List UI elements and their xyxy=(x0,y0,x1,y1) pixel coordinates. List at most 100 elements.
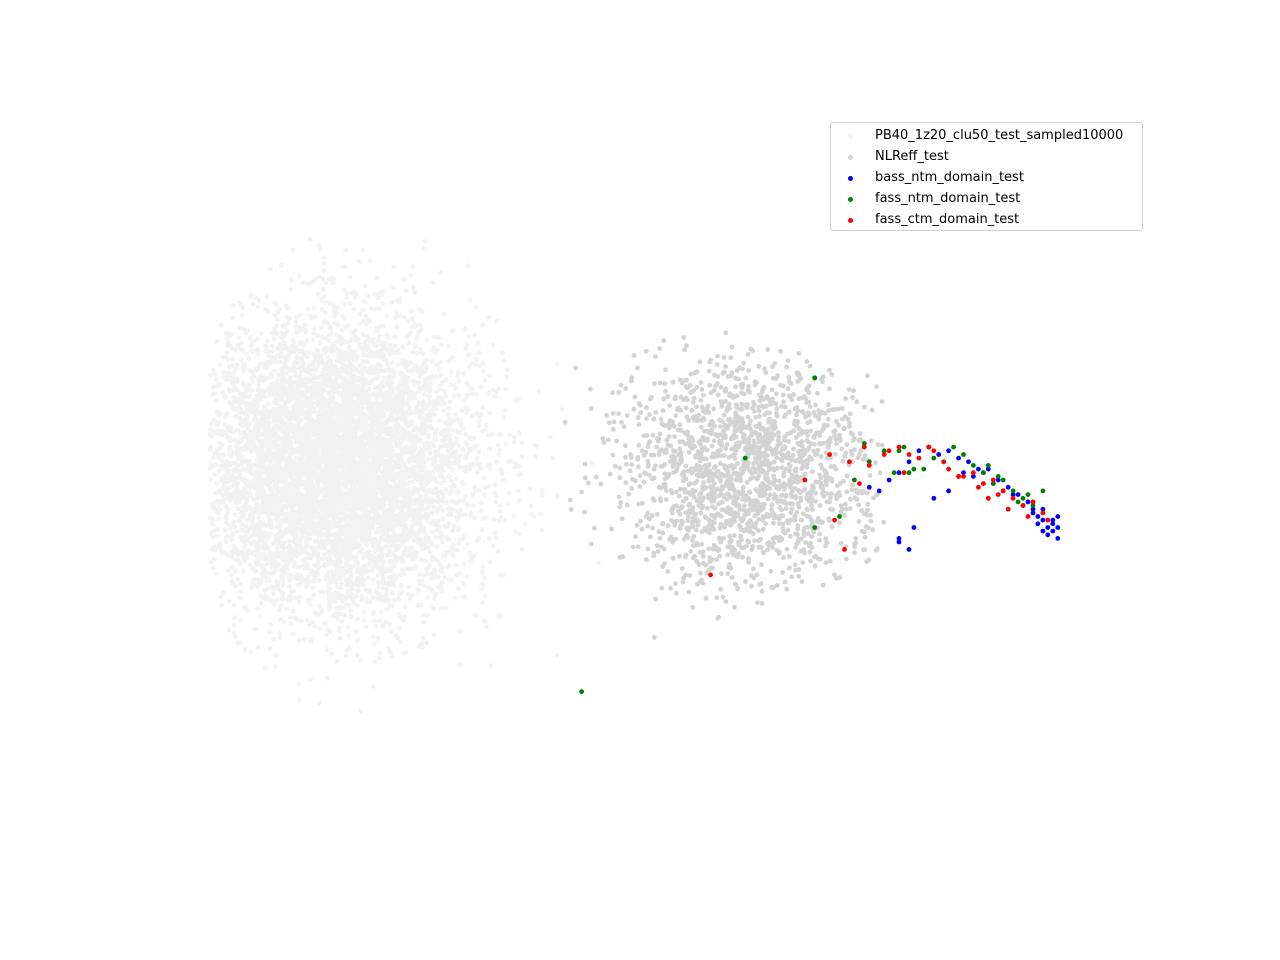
pb40-point xyxy=(230,565,235,570)
pb40-point xyxy=(404,468,410,473)
pb40-point xyxy=(449,468,455,473)
pb40-point xyxy=(322,319,327,325)
pb40-point xyxy=(310,585,315,590)
pb40-point xyxy=(357,321,362,327)
pb40-point xyxy=(217,362,223,368)
pb40-point xyxy=(273,331,279,337)
pb40-point xyxy=(272,568,278,573)
pb40-point xyxy=(420,612,426,618)
pb40-point xyxy=(346,576,351,582)
pb40-point xyxy=(418,327,424,333)
pb40-point xyxy=(497,613,502,619)
pb40-point xyxy=(596,560,601,565)
pb40-point xyxy=(323,577,329,582)
pb40-point xyxy=(441,407,447,413)
pb40-point xyxy=(336,520,342,526)
pb40-point xyxy=(555,493,560,499)
pb40-point xyxy=(487,373,492,379)
pb40-point xyxy=(312,405,317,411)
pb40-point xyxy=(428,521,434,527)
pb40-point xyxy=(293,366,298,371)
pb40-point xyxy=(236,506,241,512)
pb40-point xyxy=(217,507,223,512)
pb40-point xyxy=(262,394,268,400)
pb40-point xyxy=(321,261,327,266)
pb40-point xyxy=(445,343,451,349)
pb40-point xyxy=(437,366,442,372)
pb40-point xyxy=(353,629,359,635)
pb40-point xyxy=(260,565,265,570)
pb40-point xyxy=(393,633,399,638)
pb40-point xyxy=(416,379,422,385)
pb40-point xyxy=(270,387,276,392)
pb40-point xyxy=(519,454,525,460)
pb40-point xyxy=(300,363,306,368)
pb40-point xyxy=(379,597,384,603)
pb40-point xyxy=(469,413,475,419)
pb40-point xyxy=(285,566,291,572)
pb40-point xyxy=(387,384,392,389)
pb40-point xyxy=(258,600,264,606)
pb40-point xyxy=(311,330,316,336)
pb40-point xyxy=(271,636,277,642)
pb40-point xyxy=(268,408,273,414)
pb40-point xyxy=(354,420,360,426)
pb40-point xyxy=(328,358,334,364)
pb40-point xyxy=(277,631,283,636)
pb40-point xyxy=(442,389,447,394)
pb40-point xyxy=(213,398,219,404)
pb40-point xyxy=(308,477,314,483)
pb40-point xyxy=(477,363,482,369)
pb40-point xyxy=(337,625,342,631)
pb40-point xyxy=(251,539,257,545)
pb40-point xyxy=(425,538,431,544)
pb40-point xyxy=(366,386,372,391)
pb40-point xyxy=(305,376,311,382)
pb40-point xyxy=(208,445,214,450)
pb40-point xyxy=(490,342,496,347)
pb40-point xyxy=(400,357,406,363)
pb40-point xyxy=(252,626,258,632)
pb40-point xyxy=(414,537,420,543)
pb40-point xyxy=(238,357,244,363)
pb40-point xyxy=(453,562,459,568)
pb40-point xyxy=(360,359,366,365)
pb40-point xyxy=(492,393,497,399)
pb40-point xyxy=(280,592,286,597)
pb40-point xyxy=(389,603,395,608)
pb40-point xyxy=(362,283,368,289)
pb40-point xyxy=(296,681,302,687)
pb40-point xyxy=(268,570,274,576)
pb40-point xyxy=(466,334,472,340)
pb40-point xyxy=(440,516,446,522)
pb40-point xyxy=(434,490,440,496)
pb40-point xyxy=(325,355,330,361)
pb40-point xyxy=(355,602,361,608)
pb40-point xyxy=(285,345,290,351)
pb40-point xyxy=(322,551,327,557)
pb40-point xyxy=(493,499,498,505)
pb40-point xyxy=(366,522,372,528)
pb40-point xyxy=(269,497,275,503)
pb40-point xyxy=(434,534,439,540)
pb40-point xyxy=(277,635,283,640)
pb40-point xyxy=(324,632,330,638)
pb40-point xyxy=(422,541,428,546)
pb40-point xyxy=(415,587,421,592)
pb40-point xyxy=(241,568,246,574)
pb40-point xyxy=(554,361,560,367)
pb40-point xyxy=(347,274,353,280)
pb40-point xyxy=(364,358,370,364)
pb40-point xyxy=(336,417,342,423)
pb40-point xyxy=(358,657,364,663)
pb40-point xyxy=(393,315,399,320)
pb40-point xyxy=(311,529,317,535)
pb40-point xyxy=(456,540,462,546)
pb40-point xyxy=(335,385,341,390)
pb40-point xyxy=(451,393,457,399)
pb40-point xyxy=(291,538,297,544)
pb40-point xyxy=(454,441,460,446)
pb40-point xyxy=(311,578,317,584)
pb40-point xyxy=(368,501,374,506)
pb40-point xyxy=(216,516,222,522)
